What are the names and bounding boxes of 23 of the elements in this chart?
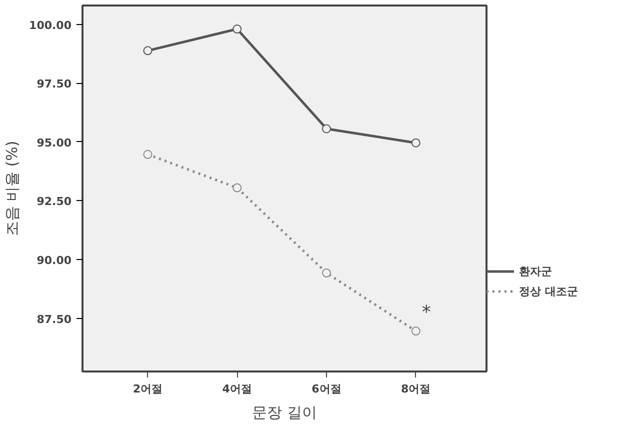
y-axis-title: 조음 비율 (%) <box>3 140 22 236</box>
annotation: * <box>422 302 431 324</box>
legend-label: 환자군 <box>519 264 552 278</box>
x-tick-label: 4어절 <box>222 382 252 396</box>
x-tick-label: 8어절 <box>401 382 431 396</box>
x-tick-label: 6어절 <box>312 382 342 396</box>
y-tick-label: 92.50 <box>36 195 72 208</box>
point <box>143 46 152 56</box>
point <box>143 150 152 159</box>
point <box>411 138 420 148</box>
x-axis-title: 문장 길이 <box>252 404 317 422</box>
y-tick-label: 95.00 <box>36 136 72 150</box>
point <box>232 24 242 34</box>
y-tick-label: 100.00 <box>29 18 72 32</box>
y-tick-label: 97.50 <box>36 78 72 91</box>
point <box>322 268 332 278</box>
legend-label: 정상 대조군 <box>519 284 578 298</box>
point <box>322 124 332 134</box>
point <box>232 183 242 192</box>
y-tick-label: 90.00 <box>36 254 72 268</box>
point <box>411 326 420 336</box>
x-tick-label: 2어절 <box>132 382 163 396</box>
y-tick-label: 87.50 <box>36 312 72 326</box>
